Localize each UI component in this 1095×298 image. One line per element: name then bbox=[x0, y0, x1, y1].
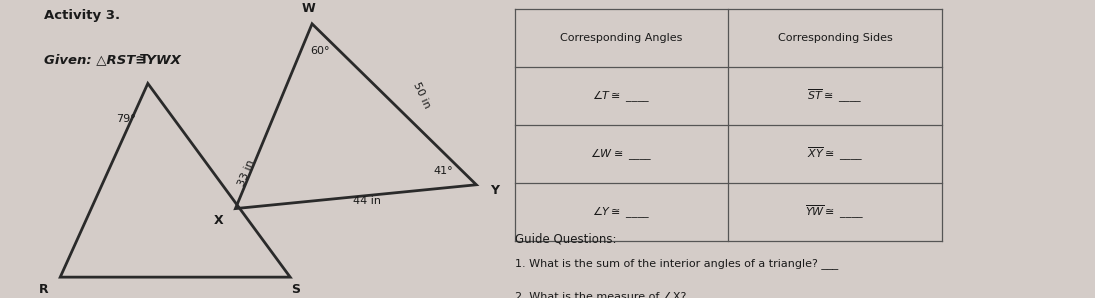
Text: W: W bbox=[302, 2, 315, 15]
Text: Y: Y bbox=[491, 184, 499, 197]
Text: T: T bbox=[140, 53, 149, 66]
Text: 33 in: 33 in bbox=[237, 158, 256, 187]
Text: $\angle T \cong$ ____: $\angle T \cong$ ____ bbox=[592, 88, 650, 104]
Text: $\overline{YW} \cong$ ____: $\overline{YW} \cong$ ____ bbox=[805, 204, 865, 221]
Text: $\overline{XY} \cong$ ____: $\overline{XY} \cong$ ____ bbox=[807, 145, 863, 163]
Text: S: S bbox=[291, 283, 300, 296]
Text: Corresponding Angles: Corresponding Angles bbox=[561, 33, 682, 43]
Text: 44 in: 44 in bbox=[353, 196, 381, 206]
Text: 41°: 41° bbox=[434, 166, 453, 176]
Text: R: R bbox=[39, 283, 48, 296]
Text: 79°: 79° bbox=[116, 114, 136, 124]
Text: $\angle W \cong$ ____: $\angle W \cong$ ____ bbox=[590, 146, 653, 162]
Text: 1. What is the sum of the interior angles of a triangle? ___: 1. What is the sum of the interior angle… bbox=[515, 258, 838, 269]
Text: X: X bbox=[215, 214, 223, 227]
Text: Corresponding Sides: Corresponding Sides bbox=[777, 33, 892, 43]
Text: Activity 3.: Activity 3. bbox=[44, 9, 120, 22]
Text: $\angle Y \cong$ ____: $\angle Y \cong$ ____ bbox=[592, 204, 650, 220]
Text: $\overline{ST} \cong$ ____: $\overline{ST} \cong$ ____ bbox=[807, 87, 863, 105]
Text: 2. What is the measure of ∠X? ____: 2. What is the measure of ∠X? ____ bbox=[515, 291, 712, 298]
Text: Guide Questions:: Guide Questions: bbox=[515, 233, 616, 246]
Text: Given: △RST≅YWX: Given: △RST≅YWX bbox=[44, 54, 181, 67]
Text: 60°: 60° bbox=[310, 46, 330, 56]
Text: 50 in: 50 in bbox=[412, 81, 431, 110]
